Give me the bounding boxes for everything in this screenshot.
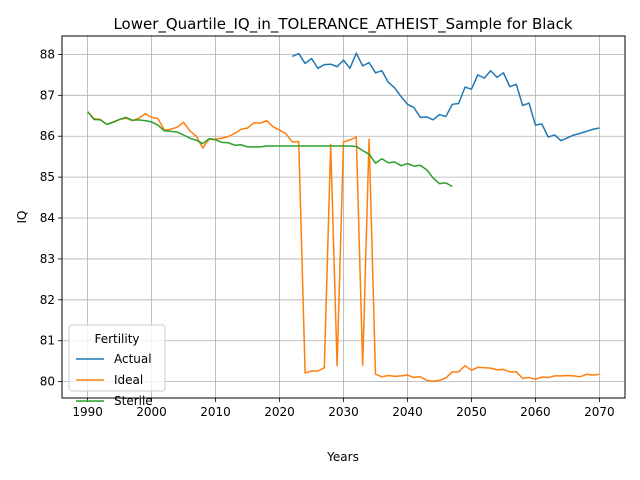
y-tick-label: 83 (40, 252, 55, 266)
series-line-ideal (87, 111, 600, 382)
y-tick-label: 84 (40, 211, 55, 225)
x-tick-label: 2050 (456, 405, 487, 419)
series-lines (87, 52, 600, 382)
legend: Fertility Actual Ideal Sterile (68, 324, 166, 408)
x-tick-label: 2010 (200, 405, 231, 419)
x-tick-label: 2060 (520, 405, 551, 419)
legend-label-actual: Actual (114, 352, 152, 366)
y-tick-label: 88 (40, 47, 55, 61)
chart-title: Lower_Quartile_IQ_in_TOLERANCE_ATHEIST_S… (113, 15, 572, 34)
x-tick-label: 2000 (136, 405, 167, 419)
legend-label-ideal: Ideal (114, 373, 143, 387)
legend-box (68, 324, 166, 392)
legend-title: Fertility (94, 332, 139, 346)
y-axis-label: IQ (15, 211, 29, 224)
x-tick-label: 2020 (264, 405, 295, 419)
series-line-sterile (87, 111, 453, 188)
series-line-actual (292, 52, 600, 142)
x-tick-label: 1990 (72, 405, 103, 419)
y-tick-label: 80 (40, 375, 55, 389)
x-axis-label: Years (326, 450, 359, 464)
y-tick-label: 86 (40, 129, 55, 143)
y-tick-label: 81 (40, 334, 55, 348)
axis-ticks: 1990 2000 2010 2020 2030 2040 2050 2060 2070 80 81… (40, 47, 615, 419)
legend-label-sterile: Sterile (114, 394, 153, 408)
y-tick-label: 87 (40, 88, 55, 102)
x-tick-label: 2070 (584, 405, 615, 419)
y-tick-label: 82 (40, 293, 55, 307)
x-tick-label: 2030 (328, 405, 359, 419)
x-tick-label: 2040 (392, 405, 423, 419)
y-tick-label: 85 (40, 170, 55, 184)
